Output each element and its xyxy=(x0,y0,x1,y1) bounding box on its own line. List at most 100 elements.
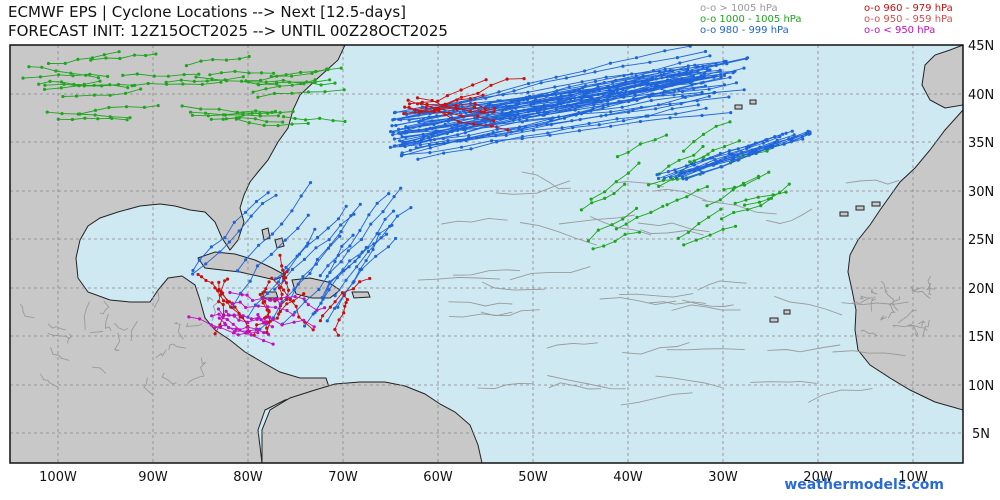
track-point xyxy=(180,104,184,108)
track-point xyxy=(255,317,259,321)
track-point xyxy=(463,131,467,135)
track-point xyxy=(227,326,231,330)
track-point xyxy=(240,293,244,297)
track-point xyxy=(314,246,318,250)
track-point xyxy=(116,82,121,87)
lon-label-90w: 90W xyxy=(138,470,168,485)
track-point xyxy=(223,236,227,240)
track-point xyxy=(436,108,441,112)
track-line xyxy=(481,281,546,291)
track-point xyxy=(734,81,739,85)
track-point xyxy=(282,272,287,276)
ensemble-track xyxy=(702,200,777,215)
track-point xyxy=(238,315,242,319)
ensemble-track xyxy=(599,297,677,306)
track-line xyxy=(448,301,513,307)
track-point xyxy=(674,78,678,82)
track-point xyxy=(336,305,340,309)
track-point xyxy=(308,181,313,185)
track-point xyxy=(327,238,331,242)
track-point xyxy=(43,83,47,87)
track-point xyxy=(672,93,676,97)
track-line xyxy=(199,357,207,377)
track-point xyxy=(260,201,265,206)
track-line xyxy=(750,380,817,384)
ensemble-track xyxy=(925,282,936,291)
track-point xyxy=(83,116,87,120)
track-point xyxy=(579,208,584,212)
track-point xyxy=(484,78,488,82)
track-point xyxy=(400,151,404,155)
track-point xyxy=(244,258,248,262)
track-point xyxy=(285,308,289,313)
track-point xyxy=(321,314,325,318)
ensemble-track xyxy=(841,301,909,306)
track-point xyxy=(235,110,239,114)
lat-label-30n: 30N xyxy=(968,185,994,200)
track-point xyxy=(388,145,392,149)
track-point xyxy=(677,71,682,75)
track-point xyxy=(733,69,737,73)
track-point xyxy=(190,113,195,117)
track-line xyxy=(40,373,59,388)
track-point xyxy=(592,99,596,103)
ensemble-track xyxy=(922,319,931,336)
track-point xyxy=(256,331,260,335)
ensemble-track xyxy=(750,380,817,384)
ensemble-track xyxy=(199,357,207,377)
track-point xyxy=(273,109,277,113)
track-point xyxy=(548,117,552,121)
track-point xyxy=(445,94,449,98)
ensemble-track xyxy=(78,104,160,116)
track-line xyxy=(153,291,160,309)
track-point xyxy=(685,68,689,72)
ensemble-track xyxy=(648,301,707,305)
track-point xyxy=(304,118,308,122)
track-point xyxy=(336,217,341,221)
track-point xyxy=(623,182,627,186)
track-point xyxy=(340,244,344,248)
track-point xyxy=(505,77,509,81)
track-point xyxy=(664,133,669,137)
track-point xyxy=(326,226,330,230)
track-point xyxy=(483,107,487,111)
track-point xyxy=(261,296,265,300)
track-point xyxy=(651,69,656,73)
track-point xyxy=(96,76,100,80)
track-point xyxy=(372,242,376,246)
track-point xyxy=(614,180,618,184)
track-point xyxy=(204,111,208,115)
ensemble-track xyxy=(191,191,270,273)
track-line xyxy=(50,346,70,361)
track-line xyxy=(258,81,336,86)
track-point xyxy=(428,126,432,130)
track-point xyxy=(419,102,423,106)
track-point xyxy=(626,171,630,175)
track-line xyxy=(841,301,909,306)
track-point xyxy=(221,315,225,320)
track-point xyxy=(315,257,319,262)
track-point xyxy=(328,280,332,284)
track-point xyxy=(352,212,356,216)
track-point xyxy=(394,236,398,241)
track-point xyxy=(290,122,294,126)
track-point xyxy=(442,151,446,155)
ensemble-track xyxy=(679,129,810,175)
track-point xyxy=(225,79,229,83)
ensemble-track xyxy=(168,343,187,350)
track-point xyxy=(500,111,504,115)
track-point xyxy=(701,132,706,136)
track-point xyxy=(657,69,662,73)
track-point xyxy=(447,111,451,115)
track-point xyxy=(685,195,689,199)
track-point xyxy=(233,305,237,309)
track-point xyxy=(364,259,368,263)
track-point xyxy=(649,210,653,214)
track-point xyxy=(265,330,269,334)
track-point xyxy=(82,82,86,86)
track-point xyxy=(135,72,139,76)
track-line xyxy=(697,280,747,291)
track-point xyxy=(391,118,395,122)
track-line xyxy=(207,296,214,302)
track-point xyxy=(57,73,61,77)
